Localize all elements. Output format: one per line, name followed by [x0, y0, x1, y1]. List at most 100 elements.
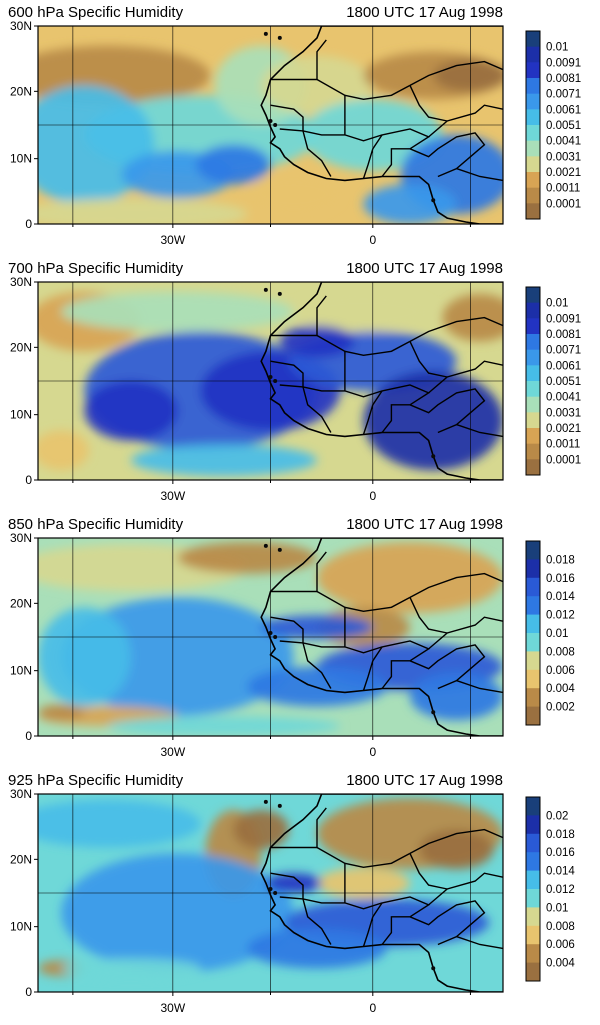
lat-tick-label: 30N — [10, 19, 32, 33]
colorbar-swatch — [526, 688, 540, 708]
colorbar-swatch — [526, 31, 540, 48]
panel-1: 600 hPa Specific Humidity 1800 UTC 17 Aug… — [8, 4, 581, 247]
colorbar-label: 0.004 — [546, 683, 575, 695]
panel-3: 850 hPa Specific Humidity 1800 UTC 17 Aug… — [8, 516, 575, 759]
colorbar-swatch — [526, 140, 540, 157]
lon-tick-label: 30W — [161, 1001, 186, 1015]
colorbar-swatch — [526, 365, 540, 382]
lat-tick-label: 30N — [10, 787, 32, 801]
colorbar-label: 0.0061 — [546, 104, 581, 116]
colorbar-label: 0.01 — [546, 628, 568, 640]
country-borders — [270, 295, 503, 438]
humidity-field — [38, 26, 503, 224]
colorbar-swatch — [526, 651, 540, 671]
colorbar-label: 0.018 — [546, 829, 575, 841]
humidity-field — [38, 538, 503, 736]
panel-time: 1800 UTC 17 Aug 1998 — [346, 772, 503, 789]
colorbar-swatch — [526, 93, 540, 110]
humidity-field — [38, 282, 503, 480]
country-borders — [270, 551, 503, 694]
humidity-field — [38, 794, 503, 992]
colorbar-swatch — [526, 187, 540, 204]
colorbar-swatch — [526, 944, 540, 964]
colorbar-swatch — [526, 428, 540, 445]
lat-tick-label: 0 — [25, 473, 32, 487]
lon-tick-label: 0 — [369, 489, 376, 503]
colorbar-swatch — [526, 109, 540, 126]
colorbar: 0.02 0.018 0.016 0.014 0.012 0.01 0.008 0.006 0.… — [525, 796, 575, 982]
lat-tick-label: 0 — [25, 729, 32, 743]
colorbar-label: 0.016 — [546, 847, 575, 859]
colorbar-label: 0.01 — [546, 298, 568, 310]
colorbar-label: 0.016 — [546, 573, 575, 585]
lat-tick-label: 20N — [10, 596, 32, 610]
colorbar-label: 0.0081 — [546, 329, 581, 341]
colorbar-swatch — [526, 396, 540, 413]
colorbar-swatch — [526, 318, 540, 335]
colorbar-swatch — [526, 706, 540, 726]
colorbar-label: 0.0071 — [546, 89, 581, 101]
lon-tick-label: 0 — [369, 1001, 376, 1015]
lat-tick-label: 20N — [10, 340, 32, 354]
panel-4: 925 hPa Specific Humidity 1800 UTC 17 Aug… — [8, 772, 575, 1015]
coastline — [260, 282, 503, 480]
colorbar-label: 0.012 — [546, 610, 575, 622]
colorbar-swatch — [526, 412, 540, 429]
colorbar-swatch — [526, 870, 540, 890]
colorbar-swatch — [526, 302, 540, 319]
lat-tick-label: 30N — [10, 531, 32, 545]
colorbar-swatch — [526, 577, 540, 597]
colorbar-swatch — [526, 889, 540, 908]
colorbar-label: 0.008 — [546, 921, 575, 933]
panel-time: 1800 UTC 17 Aug 1998 — [346, 516, 503, 533]
colorbar-label: 0.0011 — [546, 183, 580, 195]
colorbar-label: 0.0051 — [546, 120, 581, 132]
colorbar-label: 0.002 — [546, 702, 575, 714]
lat-tick-label: 20N — [10, 852, 32, 866]
colorbar-swatch — [526, 46, 540, 63]
lat-tick-label: 0 — [25, 217, 32, 231]
country-borders — [270, 39, 503, 182]
country-borders — [270, 807, 503, 950]
graticule — [38, 794, 503, 992]
panel-time: 1800 UTC 17 Aug 1998 — [346, 260, 503, 277]
colorbar-label: 0.0091 — [546, 313, 581, 325]
colorbar: 0.01 0.0091 0.0081 0.0071 0.0061 0.0051 0.0041… — [525, 286, 581, 476]
lon-tick-label: 0 — [369, 745, 376, 759]
colorbar-swatch — [526, 443, 540, 460]
coastline — [260, 26, 503, 224]
colorbar-swatch — [526, 381, 540, 398]
colorbar-swatch — [526, 614, 540, 634]
lat-tick-label: 10N — [10, 664, 32, 678]
colorbar-swatch — [526, 633, 540, 652]
colorbar-swatch — [526, 334, 540, 351]
colorbar-label: 0.0051 — [546, 376, 581, 388]
lon-tick-label: 30W — [161, 745, 186, 759]
colorbar-label: 0.014 — [546, 591, 575, 603]
colorbar-swatch — [526, 559, 540, 579]
colorbar-swatch — [526, 541, 540, 560]
colorbar-label: 0.01 — [546, 42, 568, 54]
colorbar-swatch — [526, 287, 540, 304]
coastline — [260, 794, 503, 992]
colorbar-label: 0.02 — [546, 810, 568, 822]
lat-tick-label: 0 — [25, 985, 32, 999]
colorbar-label: 0.0001 — [546, 198, 581, 210]
colorbar-swatch — [526, 962, 540, 982]
colorbar-swatch — [526, 172, 540, 189]
colorbar-label: 0.018 — [546, 554, 575, 566]
colorbar-swatch — [526, 907, 540, 927]
colorbar-swatch — [526, 669, 540, 689]
lon-tick-label: 30W — [161, 489, 186, 503]
colorbar-label: 0.0021 — [546, 423, 581, 435]
colorbar: 0.01 0.0091 0.0081 0.0071 0.0061 0.0051 0.0041… — [525, 30, 581, 220]
coastline — [260, 538, 503, 736]
colorbar-label: 0.006 — [546, 665, 575, 677]
colorbar-swatch — [526, 459, 540, 476]
colorbar-label: 0.0031 — [546, 151, 581, 163]
colorbar-label: 0.0091 — [546, 57, 581, 69]
panel-title: 600 hPa Specific Humidity — [8, 4, 184, 21]
colorbar-swatch — [526, 349, 540, 366]
colorbar-swatch — [526, 78, 540, 95]
